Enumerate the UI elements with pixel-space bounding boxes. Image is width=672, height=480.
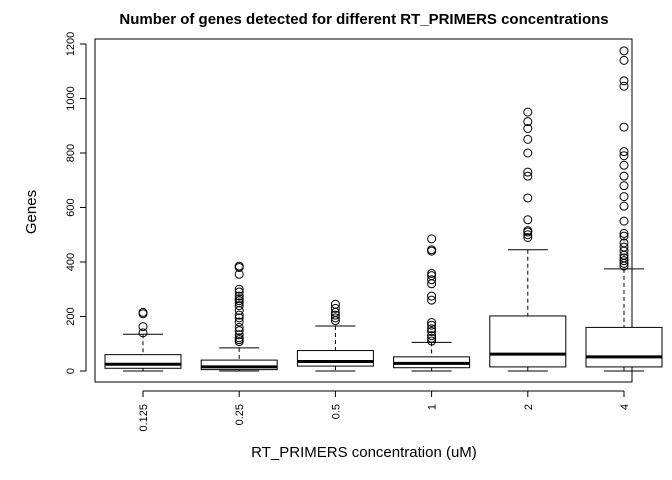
outlier-point (427, 331, 437, 341)
outlier-point (427, 268, 437, 278)
outlier-point (427, 291, 437, 301)
y-axis: 0 200 400 600 800 1000 1200 (65, 32, 87, 374)
outlier-point (523, 232, 533, 242)
outlier-point (234, 310, 244, 320)
outlier-point (523, 171, 533, 181)
box-4 (585, 46, 663, 372)
outlier-point (619, 242, 629, 252)
outlier-point (234, 291, 244, 301)
outlier-point (523, 193, 533, 203)
outlier-point (427, 245, 437, 255)
boxes-group (104, 46, 663, 372)
x-tick-label: 1 (427, 404, 439, 410)
outlier-point (427, 336, 437, 346)
outlier-point (523, 107, 533, 117)
outlier-point (234, 322, 244, 332)
outlier-point (234, 284, 244, 294)
outlier-point (234, 294, 244, 304)
y-tick-label: 400 (65, 253, 77, 271)
outlier-point (234, 333, 244, 343)
outlier-point (619, 76, 629, 86)
outlier-point (234, 287, 244, 297)
outlier-point (234, 330, 244, 340)
outlier-point (619, 55, 629, 65)
outlier-point (427, 326, 437, 336)
outlier-point (619, 201, 629, 211)
outlier-point (234, 317, 244, 327)
outlier-point (619, 171, 629, 181)
plot-frame (94, 38, 633, 383)
outlier-point (427, 271, 437, 281)
box-body (200, 359, 278, 371)
outlier-point (427, 317, 437, 327)
x-tick-label: 0.5 (330, 404, 342, 419)
outlier-point (330, 303, 340, 313)
box-0.125 (104, 307, 182, 372)
outlier-point (427, 234, 437, 244)
box-0.5 (296, 299, 374, 372)
y-tick-label: 200 (65, 307, 77, 325)
outlier-point (330, 299, 340, 309)
outlier-point (619, 160, 629, 170)
outlier-point (619, 216, 629, 226)
outlier-point (619, 192, 629, 202)
y-axis-label: Genes (23, 190, 40, 234)
y-tick-label: 1200 (65, 32, 77, 56)
outlier-point (619, 238, 629, 248)
outlier-point (619, 228, 629, 238)
outlier-point (523, 167, 533, 177)
outlier-point (427, 275, 437, 285)
x-tick-label: 4 (619, 404, 631, 410)
x-axis-label: RT_PRIMERS concentration (uM) (251, 444, 477, 461)
x-tick-label: 2 (523, 404, 535, 410)
outlier-point (427, 320, 437, 330)
outlier-point (234, 301, 244, 311)
outlier-point (619, 253, 629, 263)
outlier-point (619, 46, 629, 56)
outlier-point (523, 226, 533, 236)
y-tick-label: 0 (65, 368, 77, 374)
y-tick-label: 600 (65, 198, 77, 216)
outlier-point (619, 256, 629, 266)
outlier-point (619, 147, 629, 157)
outlier-point (523, 117, 533, 127)
outlier-point (523, 148, 533, 158)
outlier-point (427, 295, 437, 305)
chart-title: Number of genes detected for different R… (119, 11, 608, 28)
outlier-point (427, 324, 437, 334)
outlier-point (234, 261, 244, 271)
outlier-point (619, 122, 629, 132)
outlier-point (619, 151, 629, 161)
outlier-point (523, 230, 533, 240)
outlier-point (330, 310, 340, 320)
box-0.25 (200, 261, 278, 372)
outlier-point (234, 313, 244, 323)
x-axis: 0.125 0.25 0.5 1 2 4 (138, 390, 631, 432)
y-tick-label: 800 (65, 144, 77, 162)
outlier-point (234, 298, 244, 308)
outlier-point (523, 215, 533, 225)
outlier-point (138, 307, 148, 317)
outlier-point (234, 326, 244, 336)
outlier-point (138, 328, 148, 338)
outlier-point (138, 322, 148, 332)
outlier-point (330, 313, 340, 323)
outlier-point (619, 81, 629, 91)
x-tick-label: 0.25 (234, 404, 246, 425)
box-body (585, 326, 663, 368)
box-body (104, 354, 182, 369)
box-2 (489, 107, 567, 372)
outlier-point (523, 134, 533, 144)
box-1 (393, 234, 471, 372)
y-tick-label: 1000 (65, 86, 77, 110)
outlier-point (523, 123, 533, 133)
box-body (489, 315, 567, 368)
outlier-point (427, 333, 437, 343)
box-body (296, 350, 374, 367)
outlier-point (619, 181, 629, 191)
x-tick-label: 0.125 (138, 404, 150, 432)
outlier-point (619, 231, 629, 241)
